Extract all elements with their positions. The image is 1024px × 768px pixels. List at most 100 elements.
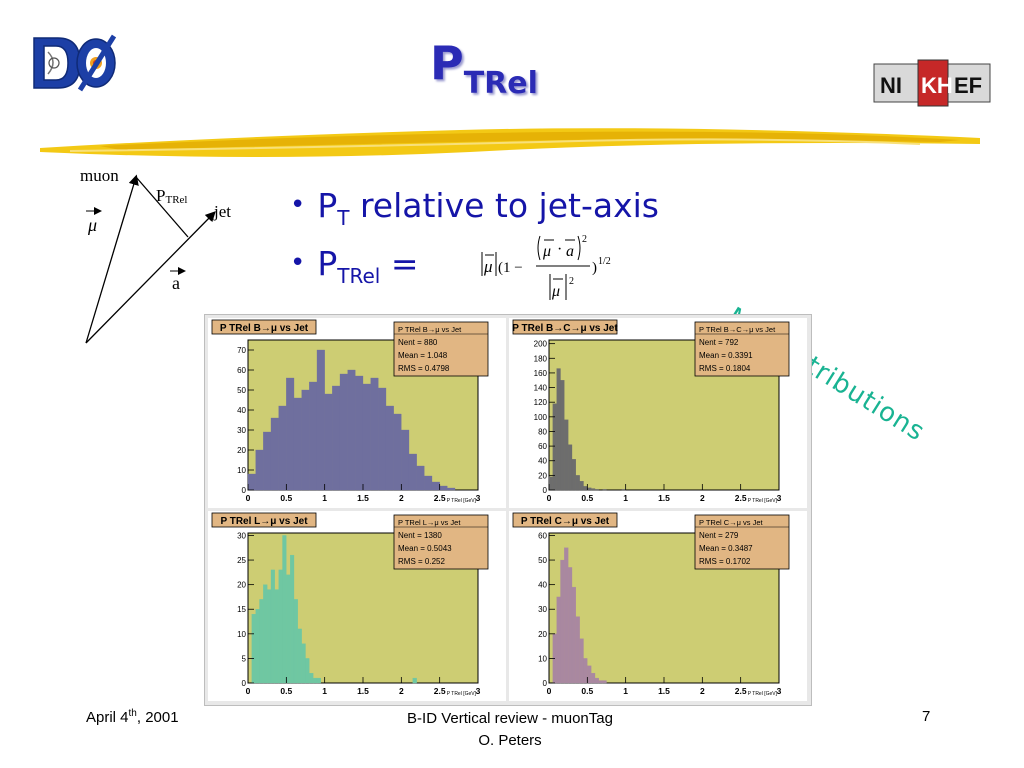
- histogram-panel: 0 10 20 30 40 50 60 70 0 0.5 1 1.5 2 2.5 3 P TRel [GeV]…: [204, 314, 812, 706]
- y-tick-label: 120: [534, 398, 548, 407]
- x-tick-label: 0.5: [581, 493, 593, 503]
- y-tick-label: 5: [242, 654, 247, 663]
- y-tick-label: 10: [237, 630, 246, 639]
- x-tick-label: 0: [547, 686, 552, 696]
- ptrel-label: PTRel: [156, 186, 187, 206]
- histogram-bar: [594, 677, 599, 684]
- x-tick-label: 1.5: [357, 686, 369, 696]
- bullet-dot-icon: •: [290, 190, 306, 220]
- formula-exponent: 1/2: [598, 256, 611, 267]
- histogram-bar: [621, 489, 626, 491]
- x-tick-label: 0.5: [280, 686, 292, 696]
- histogram-bar: [401, 429, 410, 491]
- y-tick-label: 0: [543, 679, 548, 688]
- x-tick-label: 2.5: [434, 686, 446, 696]
- x-tick-label: 0.5: [280, 493, 292, 503]
- stats-line: RMS = 0.4798: [398, 364, 450, 373]
- y-tick-label: 70: [237, 346, 246, 355]
- stats-line: Nent = 880: [398, 338, 438, 347]
- title-subscript: TRel: [463, 66, 538, 101]
- histogram-bar: [255, 609, 260, 684]
- y-tick-label: 30: [237, 531, 246, 540]
- histogram-light-to-mu: 0 5 10 15 20 25 30 0 0.5 1 1.5 2 2.5 3P TRel [GeV] P T…: [208, 511, 506, 701]
- stats-line: RMS = 0.252: [398, 557, 445, 566]
- footer-author: O. Peters: [478, 732, 542, 749]
- histogram-bar: [385, 405, 394, 491]
- ptrel-formula: μ (1 − μ · a 2 μ 2 ) 1/2: [481, 234, 611, 300]
- histogram-bar: [263, 431, 272, 491]
- histogram-bar: [247, 473, 256, 491]
- footer-talk-title: B-ID Vertical review - muonTag: [407, 710, 613, 727]
- histogram-bar: [362, 383, 371, 491]
- y-tick-label: 180: [534, 354, 548, 363]
- histogram-bar: [259, 599, 264, 684]
- hist-title: P TRel C→μ vs Jet: [521, 516, 610, 527]
- histogram-bar: [316, 677, 321, 684]
- jet-vector: [85, 211, 216, 344]
- formula-close-paren: ): [592, 260, 597, 276]
- histogram-bar: [575, 475, 580, 491]
- y-tick-label: 20: [237, 446, 246, 455]
- y-tick-label: 0: [242, 679, 247, 688]
- histogram-bar: [339, 373, 348, 491]
- y-tick-label: 0: [242, 486, 247, 495]
- title-underline-swoosh: [40, 128, 980, 157]
- footer-page-number: 7: [922, 708, 931, 725]
- x-tick-label: 1: [322, 493, 327, 503]
- y-tick-label: 20: [538, 471, 547, 480]
- histogram-bar: [309, 673, 314, 684]
- formula-one-minus: (1 −: [498, 260, 523, 276]
- bullet2-subscript: TRel: [337, 264, 381, 288]
- a-vector-label: a: [172, 273, 180, 293]
- bullet1-rest: relative to jet-axis: [349, 186, 659, 225]
- histogram-bar: [564, 547, 569, 684]
- histogram-bar: [579, 481, 584, 491]
- histogram-bar: [297, 628, 302, 684]
- x-tick-label: 2: [399, 493, 404, 503]
- y-tick-label: 140: [534, 384, 548, 393]
- x-axis-label: P TRel [GeV]: [748, 691, 778, 697]
- y-tick-label: 20: [538, 630, 547, 639]
- hist-title: P TRel L→μ vs Jet: [220, 516, 308, 527]
- bullet-dot-icon: •: [290, 248, 306, 278]
- x-tick-label: 0: [246, 686, 251, 696]
- stats-line: Nent = 1380: [398, 531, 442, 540]
- y-tick-label: 60: [237, 366, 246, 375]
- histogram-bar: [591, 488, 596, 491]
- x-tick-label: 3: [476, 493, 481, 503]
- stats-line: Mean = 0.3391: [699, 351, 753, 360]
- footer-date-year: , 2001: [136, 709, 179, 726]
- x-tick-label: 3: [476, 686, 481, 696]
- jet-label: jet: [213, 202, 231, 221]
- title-main: P: [430, 36, 464, 90]
- histogram-bar: [274, 589, 279, 684]
- histogram-bar: [439, 485, 448, 491]
- footer-date-main: April 4: [86, 709, 129, 726]
- histogram-bar: [424, 475, 433, 491]
- d0-logo: [28, 32, 120, 94]
- y-tick-label: 0: [543, 486, 548, 495]
- stats-line: Nent = 792: [699, 338, 739, 347]
- histogram-bar: [602, 489, 607, 491]
- bullet-pt-relative: • PT relative to jet-axis: [290, 186, 659, 230]
- histogram-bar: [332, 385, 341, 491]
- y-tick-label: 50: [237, 386, 246, 395]
- histogram-bar: [416, 465, 425, 491]
- stats-line: Mean = 1.048: [398, 351, 448, 360]
- histogram-bar: [556, 596, 561, 684]
- stats-line: Mean = 0.5043: [398, 544, 452, 553]
- histogram-bar: [305, 658, 310, 684]
- histogram-bar: [556, 368, 561, 491]
- y-tick-label: 40: [538, 581, 547, 590]
- x-axis-label: P TRel [GeV]: [447, 498, 477, 504]
- histogram-b-to-mu: 0 10 20 30 40 50 60 70 0 0.5 1 1.5 2 2.5 3P TRel [GeV]…: [208, 318, 506, 508]
- y-tick-label: 60: [538, 531, 547, 540]
- y-tick-label: 25: [237, 556, 246, 565]
- y-tick-label: 200: [534, 340, 548, 349]
- histogram-bar: [278, 569, 283, 684]
- histogram-bar: [560, 559, 565, 684]
- hist-stats-box: [393, 321, 489, 377]
- histogram-bar: [447, 487, 456, 491]
- histogram-bar: [301, 643, 306, 684]
- muon-label: muon: [80, 166, 119, 185]
